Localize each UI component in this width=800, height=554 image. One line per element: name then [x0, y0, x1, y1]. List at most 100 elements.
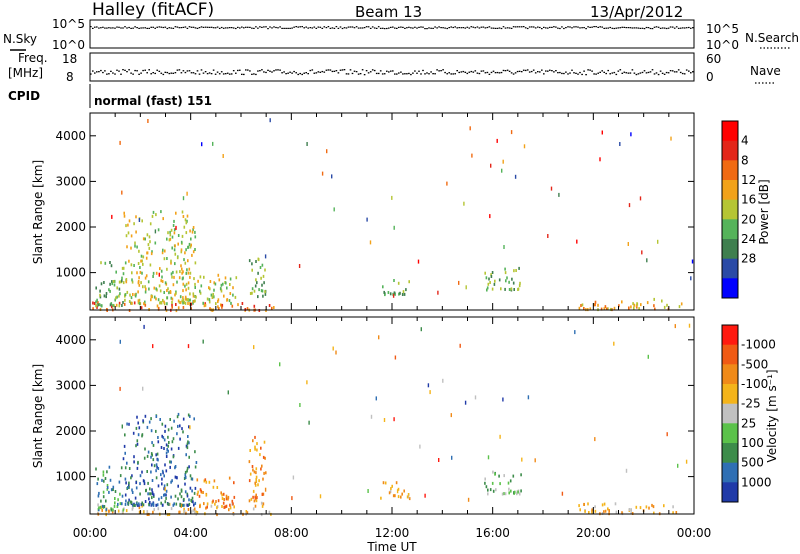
echo-cell	[685, 459, 688, 464]
nsky-point	[532, 26, 535, 28]
nsky-point	[311, 27, 314, 29]
echo-cell	[253, 304, 256, 308]
echo-cell	[177, 299, 180, 303]
freq-point	[645, 72, 648, 74]
nsky-point	[279, 26, 281, 28]
nsky-point	[156, 26, 158, 28]
echo-cell	[193, 299, 195, 303]
echo-cell	[137, 433, 140, 437]
nsky-point	[543, 26, 545, 28]
nsky-point	[663, 27, 666, 29]
echo-cell	[131, 474, 133, 478]
echo-cell	[175, 309, 178, 313]
echo-cell	[261, 289, 264, 293]
echo-cell	[389, 490, 392, 494]
echo-cell	[165, 451, 168, 455]
echo-cell	[186, 446, 189, 450]
echo-cell	[639, 506, 642, 510]
echo-cell	[122, 266, 125, 270]
echo-cell	[269, 118, 271, 123]
nsky-point	[573, 26, 575, 28]
echo-cell	[131, 280, 134, 284]
freq-point	[218, 73, 221, 75]
echo-cell	[190, 477, 193, 481]
echo-cell	[107, 509, 110, 513]
echo-cell	[387, 291, 390, 294]
echo-cell	[155, 271, 158, 275]
echo-cell	[115, 296, 117, 300]
echo-cell	[124, 477, 127, 481]
echo-cell	[161, 275, 163, 279]
echo-cell	[171, 440, 174, 444]
echo-cell	[205, 506, 207, 510]
echo-cell	[176, 280, 178, 284]
echo-cell	[229, 503, 231, 507]
nsky-point	[516, 26, 519, 28]
echo-cell	[113, 279, 116, 283]
echo-cell	[124, 502, 127, 506]
echo-cell	[209, 287, 211, 291]
colorbar-swatch	[722, 180, 738, 200]
nsky-point	[611, 27, 614, 29]
echo-cell	[210, 293, 213, 297]
nsky-point	[136, 27, 138, 29]
freq-point	[464, 71, 467, 73]
echo-cell	[163, 493, 165, 497]
echo-cell	[513, 269, 515, 273]
freq-point	[273, 70, 275, 72]
echo-cell	[527, 395, 530, 400]
nsky-point	[160, 26, 163, 28]
nsky-tick-bottom: 10^0	[52, 38, 85, 52]
nsky-point	[329, 27, 332, 29]
freq-point	[396, 73, 398, 75]
echo-cell	[184, 218, 187, 222]
echo-cell	[119, 386, 121, 391]
echo-cell	[136, 466, 139, 470]
freq-point	[289, 71, 291, 73]
echo-cell	[210, 504, 213, 508]
echo-cell	[161, 434, 163, 438]
echo-cell	[514, 174, 517, 179]
echo-cell	[171, 479, 173, 483]
echo-cell	[167, 449, 169, 453]
echo-cell	[587, 502, 589, 506]
freq-point	[116, 69, 118, 71]
echo-cell	[512, 474, 515, 478]
echo-cell	[95, 286, 97, 290]
echo-cell	[651, 503, 653, 507]
echo-cell	[97, 301, 99, 305]
echo-cell	[167, 231, 169, 235]
echo-cell	[255, 467, 258, 471]
echo-cell	[177, 446, 180, 450]
echo-cell	[156, 465, 158, 469]
echo-cell	[450, 413, 452, 418]
echo-cell	[221, 505, 223, 508]
echo-cell	[584, 509, 586, 513]
echo-cell	[121, 266, 124, 270]
freq-unit-label: [MHz]	[8, 66, 43, 80]
nsky-point	[537, 26, 539, 28]
freq-point	[178, 69, 181, 71]
freq-point	[462, 70, 465, 73]
echo-cell	[152, 503, 155, 507]
echo-cell	[235, 276, 238, 280]
echo-cell	[200, 284, 203, 288]
freq-point	[327, 69, 330, 71]
freq-point	[351, 72, 354, 75]
nsky-point	[158, 26, 161, 28]
echo-cell	[106, 487, 109, 491]
echo-cell	[109, 282, 111, 286]
freq-point	[416, 72, 418, 74]
freq-point	[226, 72, 229, 74]
nsky-point	[98, 27, 100, 29]
echo-cell	[398, 292, 400, 296]
nsky-point	[436, 27, 438, 29]
freq-point	[555, 70, 557, 72]
echo-cell	[160, 269, 163, 273]
echo-cell	[222, 492, 225, 496]
freq-point	[331, 70, 334, 73]
echo-cell	[375, 396, 377, 401]
echo-cell	[212, 141, 214, 146]
nsky-point	[414, 26, 416, 28]
